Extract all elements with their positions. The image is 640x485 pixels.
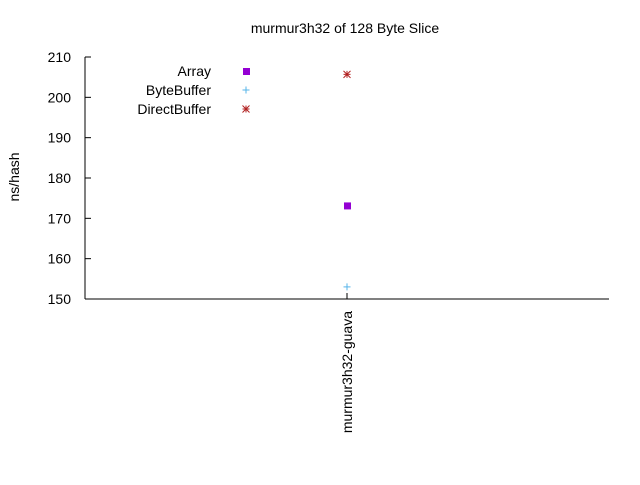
x-tick-label: murmur3h32-guava	[339, 311, 355, 433]
y-tick-label: 170	[48, 210, 72, 226]
y-tick-label: 200	[48, 89, 72, 105]
y-tick-label: 190	[48, 130, 72, 146]
chart-title: murmur3h32 of 128 Byte Slice	[251, 20, 440, 36]
legend-marker-array	[243, 68, 250, 75]
data-points	[343, 70, 351, 291]
legend-marker-bytebuffer	[242, 86, 250, 94]
ticks: 150 160 170 180 190 200 210 murmur3h32-guava	[48, 49, 355, 433]
legend-label-array: Array	[178, 63, 211, 79]
data-point-array	[344, 202, 351, 210]
y-tick-label: 180	[48, 170, 72, 186]
legend-label-directbuffer: DirectBuffer	[137, 101, 211, 117]
y-tick-label: 160	[48, 251, 72, 267]
y-tick-label: 210	[48, 49, 72, 65]
y-axis-label: ns/hash	[6, 152, 22, 201]
y-tick-label: 150	[48, 291, 72, 307]
legend-marker-directbuffer	[242, 105, 250, 113]
legend-label-bytebuffer: ByteBuffer	[146, 82, 211, 98]
data-point-directbuffer	[343, 70, 351, 79]
data-point-bytebuffer	[343, 283, 351, 291]
legend: Array ByteBuffer DirectBuffer	[137, 63, 250, 117]
